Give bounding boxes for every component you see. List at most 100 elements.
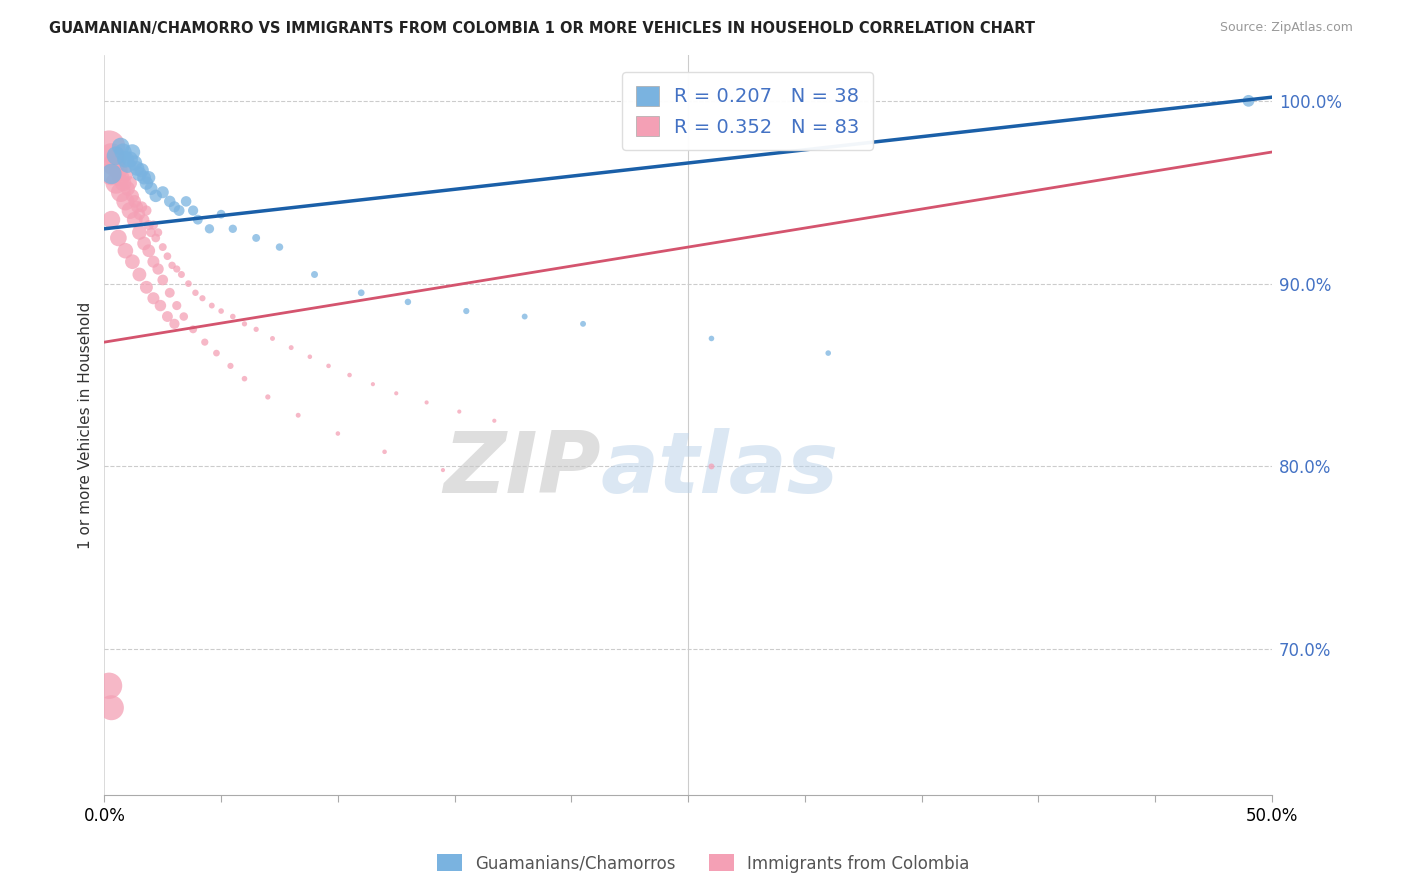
Point	[233, 317, 256, 331]
Point	[110, 170, 132, 185]
Point	[304, 268, 326, 282]
Point	[209, 207, 232, 221]
Point	[152, 186, 174, 200]
Point	[145, 231, 167, 245]
Point	[191, 291, 214, 305]
Point	[112, 145, 135, 159]
Text: Source: ZipAtlas.com: Source: ZipAtlas.com	[1219, 21, 1353, 34]
Point	[110, 186, 132, 200]
Point	[817, 346, 839, 360]
Point	[361, 377, 384, 392]
Point	[146, 226, 169, 240]
Point	[100, 167, 122, 181]
Point	[163, 200, 186, 214]
Point	[117, 181, 139, 195]
Point	[174, 194, 197, 209]
Text: GUAMANIAN/CHAMORRO VS IMMIGRANTS FROM COLOMBIA 1 OR MORE VEHICLES IN HOUSEHOLD C: GUAMANIAN/CHAMORRO VS IMMIGRANTS FROM CO…	[49, 21, 1035, 36]
Point	[135, 280, 157, 294]
Point	[138, 244, 160, 258]
Point	[166, 299, 188, 313]
Point	[138, 170, 160, 185]
Point	[222, 221, 245, 235]
Point	[121, 189, 143, 203]
Point	[385, 386, 408, 401]
Point	[114, 194, 136, 209]
Point	[114, 153, 136, 167]
Point	[114, 244, 136, 258]
Point	[374, 445, 396, 459]
Point	[432, 463, 454, 477]
Point	[269, 240, 291, 254]
Point	[98, 139, 121, 153]
Point	[125, 200, 148, 214]
Point	[121, 145, 143, 159]
Point	[181, 322, 204, 336]
Legend: Guamanians/Chamorros, Immigrants from Colombia: Guamanians/Chamorros, Immigrants from Co…	[430, 847, 976, 880]
Point	[114, 167, 136, 181]
Point	[700, 331, 723, 345]
Point	[513, 310, 536, 324]
Point	[484, 414, 506, 428]
Point	[256, 390, 278, 404]
Point	[120, 203, 142, 218]
Point	[170, 268, 193, 282]
Point	[128, 226, 150, 240]
Point	[449, 404, 471, 418]
Text: atlas: atlas	[600, 428, 838, 511]
Point	[201, 299, 224, 313]
Point	[112, 176, 135, 190]
Point	[339, 368, 361, 382]
Point	[100, 149, 122, 163]
Point	[100, 167, 122, 181]
Point	[135, 203, 157, 218]
Point	[572, 317, 595, 331]
Point	[142, 254, 165, 268]
Point	[105, 153, 128, 167]
Point	[222, 310, 245, 324]
Point	[139, 226, 162, 240]
Point	[233, 372, 256, 386]
Point	[184, 285, 207, 300]
Point	[142, 291, 165, 305]
Point	[128, 268, 150, 282]
Point	[117, 158, 139, 172]
Point	[128, 167, 150, 181]
Point	[146, 262, 169, 277]
Point	[159, 194, 181, 209]
Y-axis label: 1 or more Vehicles in Household: 1 or more Vehicles in Household	[79, 301, 93, 549]
Legend: R = 0.207   N = 38, R = 0.352   N = 83: R = 0.207 N = 38, R = 0.352 N = 83	[621, 72, 873, 150]
Point	[280, 341, 302, 355]
Point	[152, 240, 174, 254]
Point	[152, 273, 174, 287]
Point	[132, 170, 155, 185]
Point	[103, 158, 125, 172]
Point	[156, 249, 179, 263]
Text: ZIP: ZIP	[443, 428, 600, 511]
Point	[700, 459, 723, 474]
Point	[135, 176, 157, 190]
Point	[156, 310, 179, 324]
Point	[107, 231, 129, 245]
Point	[456, 304, 478, 318]
Point	[120, 176, 142, 190]
Point	[100, 212, 122, 227]
Point	[209, 304, 232, 318]
Point	[120, 153, 142, 167]
Point	[166, 262, 188, 277]
Point	[110, 139, 132, 153]
Point	[121, 254, 143, 268]
Point	[100, 700, 122, 714]
Point	[167, 203, 190, 218]
Point	[262, 331, 284, 345]
Point	[219, 359, 242, 373]
Point	[132, 236, 155, 251]
Point	[198, 221, 221, 235]
Point	[128, 207, 150, 221]
Point	[149, 299, 172, 313]
Point	[245, 322, 267, 336]
Point	[131, 163, 153, 178]
Point	[173, 310, 195, 324]
Point	[194, 335, 217, 350]
Point	[245, 231, 267, 245]
Point	[396, 294, 419, 309]
